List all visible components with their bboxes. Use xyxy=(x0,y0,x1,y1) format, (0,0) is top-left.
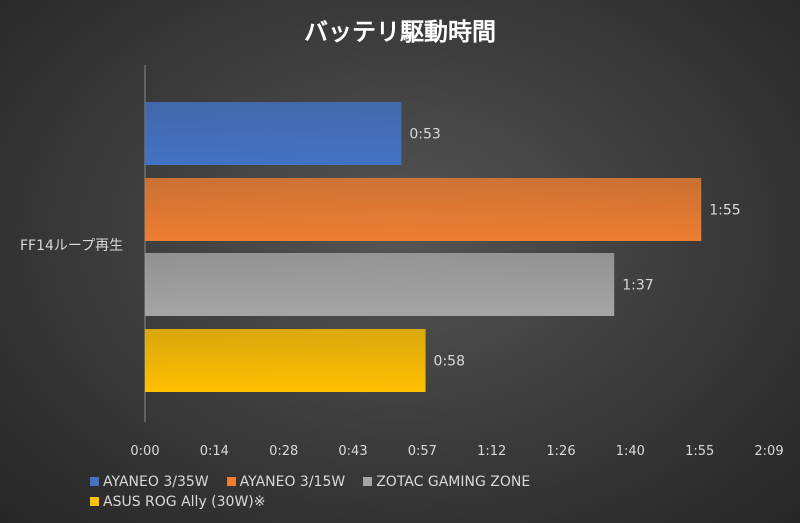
chart-title: バッテリ駆動時間 xyxy=(304,18,496,46)
x-tick-label: 0:43 xyxy=(338,444,367,459)
legend: AYANEO 3/35W AYANEO 3/15W ZOTAC GAMING ZON… xyxy=(90,472,730,512)
data-label: 1:37 xyxy=(622,278,653,294)
x-tick-label: 0:00 xyxy=(130,444,159,459)
x-tick-label: 1:55 xyxy=(685,444,714,459)
bar-asus-rog-ally-30w- xyxy=(145,329,426,392)
legend-swatch xyxy=(90,497,99,506)
x-tick-label: 2:09 xyxy=(754,444,783,459)
data-label: 1:55 xyxy=(709,203,740,219)
legend-item: ASUS ROG Ally (30W)※ xyxy=(90,492,266,512)
legend-item: AYANEO 3/35W xyxy=(90,472,209,492)
legend-item: ZOTAC GAMING ZONE xyxy=(363,472,530,492)
bar-ayaneo-3-35w xyxy=(145,102,402,165)
data-label: 0:53 xyxy=(409,127,440,143)
x-tick-label: 0:28 xyxy=(269,444,298,459)
legend-swatch xyxy=(363,477,373,486)
legend-swatch xyxy=(90,477,99,486)
legend-item: AYANEO 3/15W xyxy=(226,472,346,492)
x-tick-label: 1:26 xyxy=(546,444,575,459)
legend-label: ASUS ROG Ally (30W)※ xyxy=(103,494,266,510)
legend-label: AYANEO 3/35W xyxy=(103,474,209,490)
bar-ayaneo-3-15w xyxy=(145,178,702,241)
legend-label: AYANEO 3/15W xyxy=(239,474,346,490)
x-tick-label: 0:57 xyxy=(408,444,437,459)
legend-label: ZOTAC GAMING ZONE xyxy=(376,474,531,490)
bar-zotac-gaming-zone xyxy=(145,253,615,316)
x-tick-label: 1:40 xyxy=(616,444,645,459)
legend-swatch xyxy=(226,477,236,486)
data-label: 0:58 xyxy=(434,354,465,370)
category-label: FF14ループ再生 xyxy=(20,238,123,254)
x-tick-label: 0:14 xyxy=(200,444,229,459)
x-tick-label: 1:12 xyxy=(477,444,506,459)
